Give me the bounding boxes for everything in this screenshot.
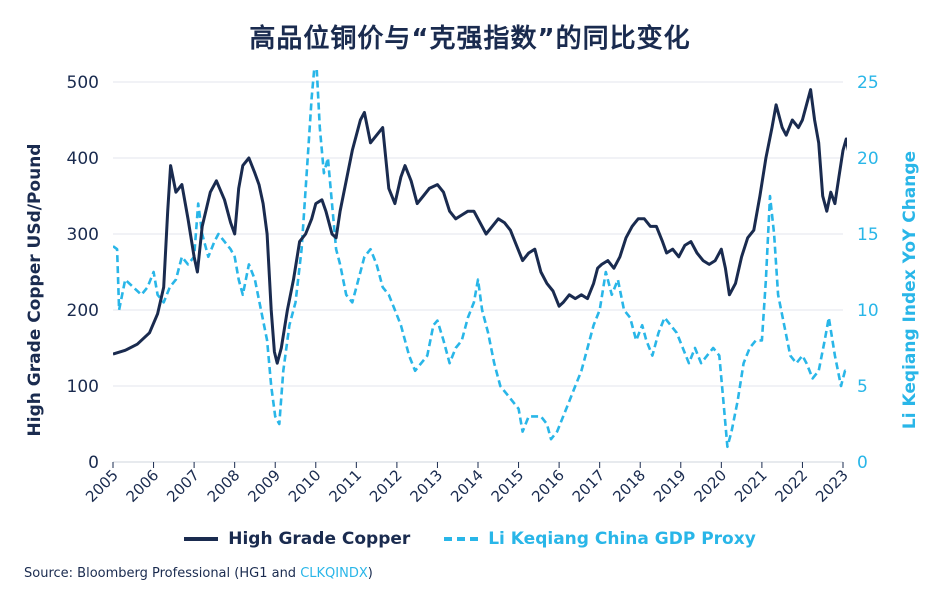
x-tick-label: 2008 <box>204 466 244 506</box>
series-line-proxy <box>113 70 847 449</box>
x-tick-label: 2017 <box>569 466 609 506</box>
y-right-tick-label: 5 <box>857 377 868 397</box>
x-tick-label: 2011 <box>325 466 365 506</box>
y-right-tick-label: 20 <box>857 149 879 169</box>
x-tick-label: 2009 <box>244 466 284 506</box>
x-tick-label: 2015 <box>488 466 528 506</box>
series-line-copper <box>113 88 847 365</box>
series-lines <box>113 70 847 449</box>
legend-item-proxy: Li Keqiang China GDP Proxy <box>444 529 756 549</box>
source-suffix: ) <box>367 566 373 581</box>
y-left-tick-label: 400 <box>67 149 99 169</box>
x-tick-label: 2023 <box>812 466 852 506</box>
y-left-tick-label: 100 <box>67 377 99 397</box>
legend-label-copper: High Grade Copper <box>228 529 411 549</box>
source-prefix: Source: Bloomberg Professional (HG1 and <box>24 566 301 581</box>
source-highlight: CLKQINDX <box>300 566 368 581</box>
y-right-tick-label: 0 <box>857 453 868 473</box>
legend-swatch-solid <box>184 537 219 541</box>
y-right-tick-label: 10 <box>857 301 879 321</box>
x-tick-label: 2021 <box>731 466 771 506</box>
x-tick-label: 2022 <box>772 466 812 506</box>
x-tick-label: 2013 <box>407 466 447 506</box>
legend: High Grade Copper Li Keqiang China GDP P… <box>0 526 940 549</box>
x-tick-label: 2010 <box>285 466 325 506</box>
x-tick-label: 2007 <box>163 466 203 506</box>
x-tick-label: 2016 <box>528 466 568 506</box>
legend-item-copper: High Grade Copper <box>184 529 410 549</box>
x-tick-label: 2006 <box>123 466 163 506</box>
y-left-tick-label: 0 <box>88 453 99 473</box>
y-axis-right-label: Li Keqiang Index YoY Change <box>900 151 920 429</box>
source-note: Source: Bloomberg Professional (HG1 and … <box>24 566 373 581</box>
y-axis-left-label: High Grade Copper USd/Pound <box>25 144 45 437</box>
y-left-tick-label: 300 <box>67 225 99 245</box>
x-tick-label: 2014 <box>447 466 487 506</box>
grid-lines <box>113 81 843 463</box>
x-tick-label: 2012 <box>366 466 406 506</box>
y-left-tick-label: 500 <box>67 73 99 93</box>
legend-swatch-dashed <box>444 537 479 541</box>
y-right-tick-label: 25 <box>857 73 879 93</box>
x-tick-label: 2019 <box>650 466 690 506</box>
y-right-tick-label: 15 <box>857 225 879 245</box>
y-left-tick-label: 200 <box>67 301 99 321</box>
x-tick-label: 2020 <box>690 466 730 506</box>
chart-title: 高品位铜价与“克强指数”的同比变化 <box>249 24 691 54</box>
legend-label-proxy: Li Keqiang China GDP Proxy <box>488 529 756 549</box>
x-tick-label: 2018 <box>609 466 649 506</box>
